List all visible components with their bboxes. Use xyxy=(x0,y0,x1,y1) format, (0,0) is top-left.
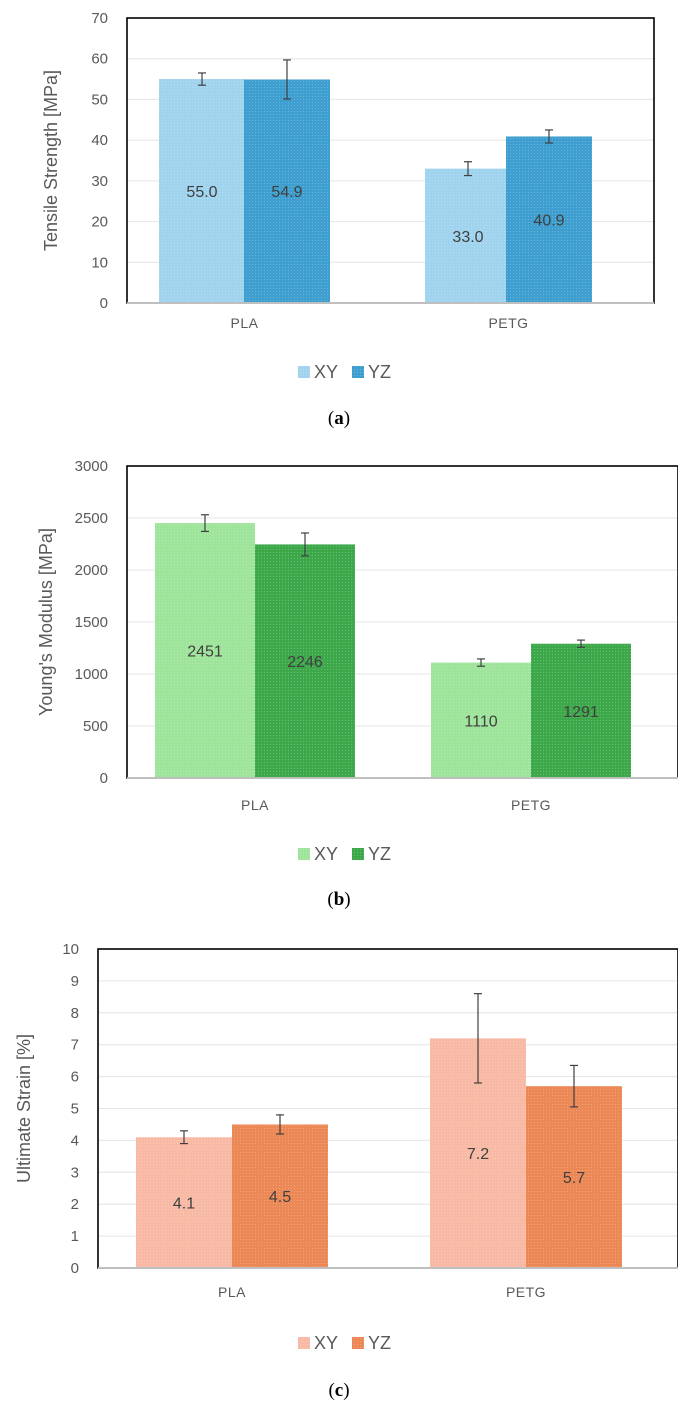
y-tick-label: 70 xyxy=(91,10,108,27)
y-axis-label: Young's Modulus [MPa] xyxy=(36,528,56,716)
data-label: 40.9 xyxy=(533,213,564,230)
chart-panel-c: 0 1 2 3 4 5 6 7 8 9 10 4.1 7.2 4.5 5.7 PLA PETG Ultimate … xyxy=(14,941,678,1401)
y-tick-label: 1 xyxy=(71,1228,79,1245)
error-bar xyxy=(577,639,585,648)
y-tick-label: 4 xyxy=(71,1132,79,1149)
error-bar xyxy=(474,993,482,1084)
bar-texture xyxy=(431,662,531,778)
x-tick-label: PETG xyxy=(488,315,528,331)
data-label: 33.0 xyxy=(452,229,483,246)
y-tick-label: 6 xyxy=(71,1069,79,1086)
y-tick-label: 5 xyxy=(71,1101,79,1118)
error-bar xyxy=(180,1130,188,1145)
error-bar xyxy=(570,1064,578,1108)
bar-texture xyxy=(506,136,592,303)
legend-label: YZ xyxy=(368,844,391,864)
y-tick-label: 0 xyxy=(71,1260,79,1277)
bar-texture xyxy=(136,1137,232,1268)
y-axis-label: Tensile Strength [MPa] xyxy=(41,70,61,251)
y-tick-label: 20 xyxy=(91,214,108,231)
y-tick-label: 10 xyxy=(62,941,79,958)
legend-label: YZ xyxy=(368,1333,391,1353)
y-tick-label: 500 xyxy=(83,718,108,735)
bar-texture xyxy=(526,1086,622,1268)
error-bar xyxy=(276,1114,284,1135)
legend: XY YZ xyxy=(298,362,391,382)
error-bar xyxy=(545,129,553,144)
error-bar xyxy=(301,532,309,557)
error-bar xyxy=(283,59,291,100)
error-bar xyxy=(201,514,209,533)
x-tick-label: PLA xyxy=(231,315,259,331)
y-tick-label: 3 xyxy=(71,1164,79,1181)
legend-label: YZ xyxy=(368,362,391,382)
x-tick-label: PETG xyxy=(506,1284,546,1300)
y-tick-label: 2000 xyxy=(75,562,108,579)
panel-caption: (a) xyxy=(328,408,350,429)
y-tick-label: 60 xyxy=(91,51,108,68)
data-label: 5.7 xyxy=(563,1170,585,1187)
y-tick-label: 9 xyxy=(71,973,79,990)
y-axis-label: Ultimate Strain [%] xyxy=(14,1034,34,1183)
error-bar xyxy=(477,658,485,667)
panel-caption: (c) xyxy=(328,1380,349,1401)
legend: XY YZ xyxy=(298,844,391,864)
legend-label: XY xyxy=(314,362,338,382)
bar-texture xyxy=(159,79,245,303)
bar-texture xyxy=(255,544,355,778)
data-label: 7.2 xyxy=(467,1146,489,1163)
y-tick-label: 50 xyxy=(91,91,108,108)
legend-label: XY xyxy=(314,844,338,864)
x-tick-label: PLA xyxy=(218,1284,246,1300)
bar-texture xyxy=(155,523,255,778)
bar-texture xyxy=(232,1124,328,1268)
bar-texture xyxy=(425,168,511,303)
y-tick-label: 1000 xyxy=(75,666,108,683)
data-label: 4.5 xyxy=(269,1189,291,1206)
data-label: 1110 xyxy=(464,713,497,730)
legend-label: XY xyxy=(314,1333,338,1353)
bar-texture xyxy=(531,643,631,778)
data-label: 55.0 xyxy=(186,184,217,201)
y-tick-label: 30 xyxy=(91,173,108,190)
data-label: 4.1 xyxy=(173,1196,195,1213)
data-label: 2246 xyxy=(287,654,323,671)
data-label: 1291 xyxy=(563,704,599,721)
panel-caption: (b) xyxy=(327,889,350,910)
bar-texture xyxy=(244,79,330,303)
x-tick-label: PETG xyxy=(511,797,551,813)
y-tick-label: 1500 xyxy=(75,614,108,631)
y-tick-label: 10 xyxy=(91,254,108,271)
data-label: 54.9 xyxy=(271,184,302,201)
y-tick-label: 7 xyxy=(71,1037,79,1054)
legend: XY YZ xyxy=(298,1333,391,1353)
y-tick-label: 2 xyxy=(71,1196,79,1213)
data-label: 2451 xyxy=(187,644,223,661)
error-bar xyxy=(198,72,206,86)
error-bar xyxy=(464,161,472,177)
x-tick-label: PLA xyxy=(241,797,269,813)
y-tick-label: 3000 xyxy=(75,458,108,475)
y-tick-label: 8 xyxy=(71,1005,79,1022)
y-tick-label: 2500 xyxy=(75,510,108,527)
chart-panel-b: 0 500 1000 1500 2000 2500 3000 2451 1110 2246 1291… xyxy=(36,458,678,910)
y-tick-label: 40 xyxy=(91,132,108,149)
y-tick-label: 0 xyxy=(100,295,108,312)
chart-panel-a: 0 10 20 30 40 50 60 70 55.0 33.0 54.9 40.9 PLA PETG Te… xyxy=(41,10,655,429)
y-tick-label: 0 xyxy=(100,770,108,787)
